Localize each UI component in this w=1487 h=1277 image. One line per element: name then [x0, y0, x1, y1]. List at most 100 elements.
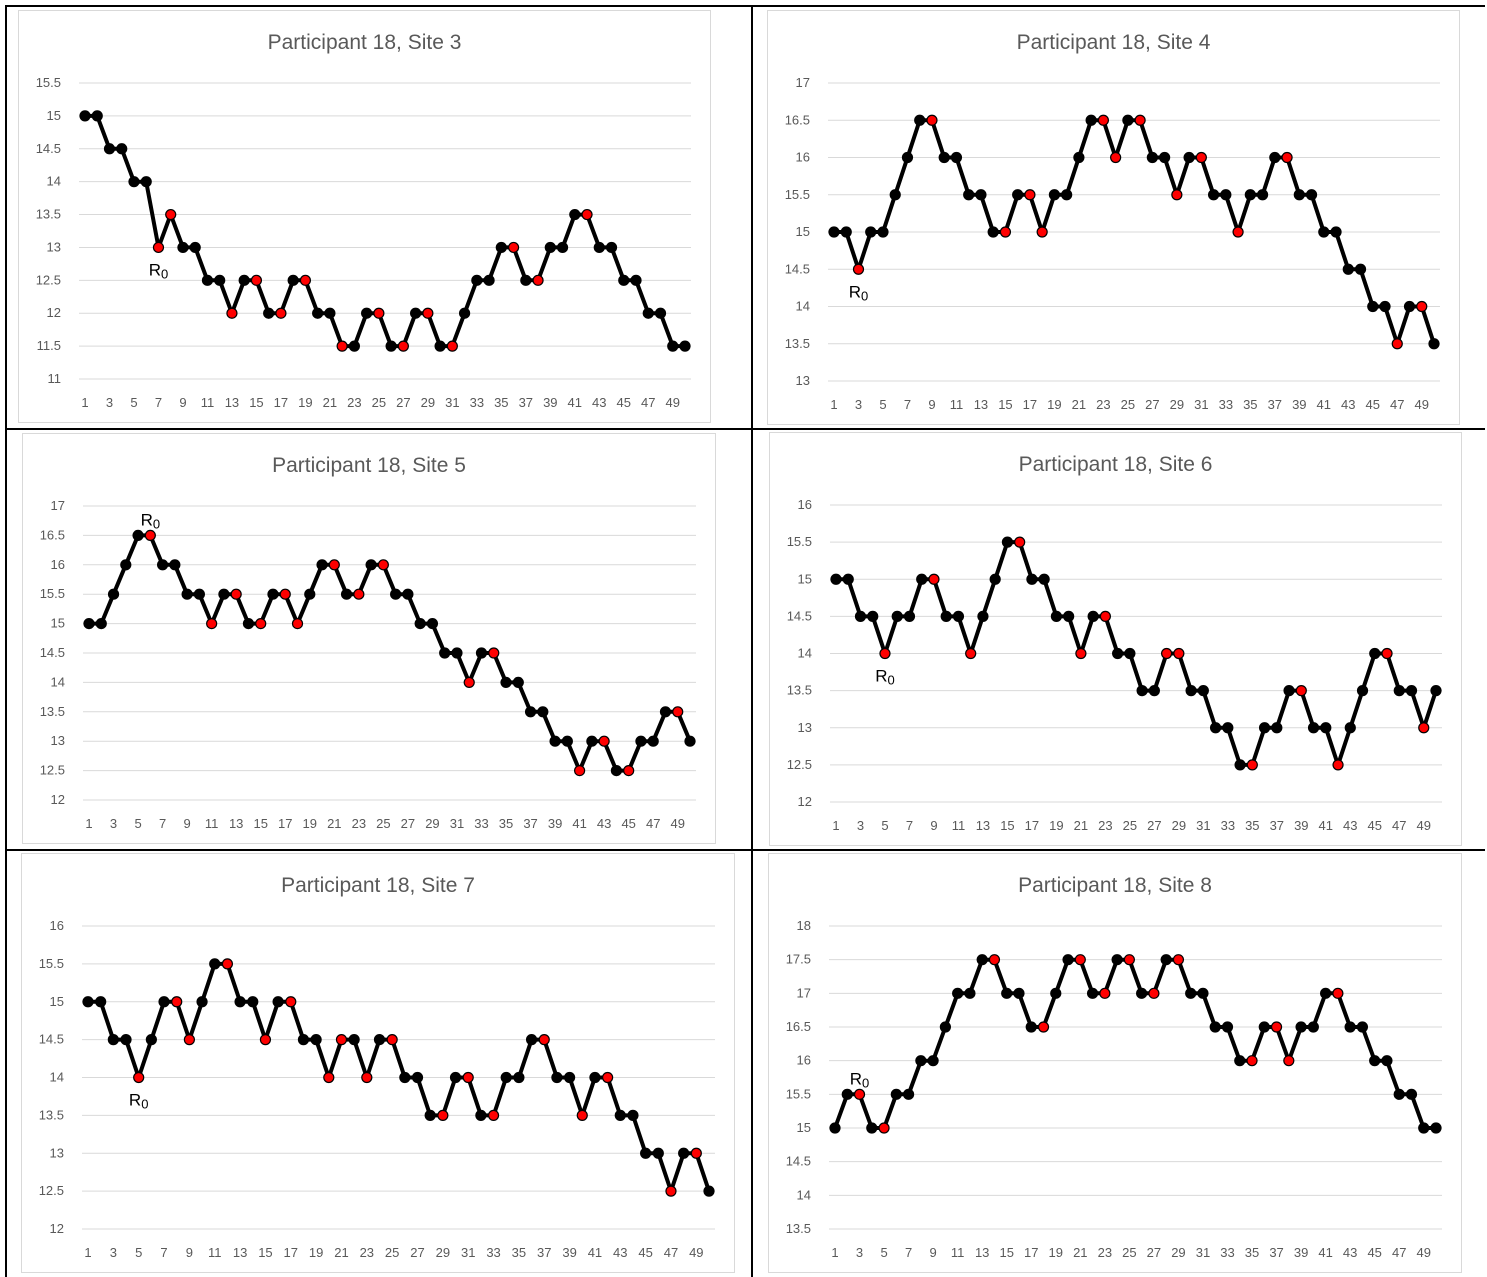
- x-tick-label: 37: [1268, 397, 1282, 412]
- data-point: [95, 618, 107, 630]
- table-border-top: [5, 5, 1485, 7]
- chart-site-3: Participant 18, Site 3 11 11.5 12 12.5 13 13.5…: [18, 10, 711, 423]
- data-point: [1369, 647, 1381, 660]
- data-point: [889, 189, 901, 201]
- reversal-point: [1099, 610, 1111, 622]
- data-point: [132, 529, 144, 542]
- reversal-point: [437, 1109, 449, 1121]
- reversal-point: [665, 1185, 677, 1197]
- table-divider-row2: [5, 849, 1485, 851]
- reversal-point: [1148, 987, 1160, 999]
- data-point: [1283, 685, 1295, 697]
- reversal-point: [852, 263, 865, 275]
- reversal-point: [1074, 954, 1086, 966]
- reversal-point: [1418, 722, 1430, 734]
- data-point: [272, 996, 284, 1008]
- x-tick-label: 47: [1390, 397, 1404, 412]
- x-tick-label: 41: [588, 1245, 602, 1260]
- data-point: [1344, 722, 1356, 734]
- x-tick-label: 3: [857, 818, 864, 833]
- x-tick-label: 31: [1194, 397, 1208, 412]
- x-tick-label: 27: [1145, 397, 1159, 412]
- reversal-point: [230, 588, 242, 600]
- x-tick-label: 23: [1096, 397, 1110, 412]
- x-tick-label: 3: [110, 1245, 117, 1260]
- data-point: [410, 307, 422, 319]
- x-tick-label: 17: [1024, 1245, 1038, 1260]
- reversal-point: [221, 958, 234, 970]
- x-tick-label: 43: [1343, 818, 1357, 833]
- data-point: [684, 735, 696, 747]
- data-point: [1430, 685, 1442, 697]
- y-tick-label: 12: [47, 305, 61, 320]
- data-point: [544, 241, 556, 254]
- data-point: [1063, 610, 1075, 622]
- chart-site-5: Participant 18, Site 5 12 12.5 13 13.5 14 14.5…: [22, 433, 716, 844]
- data-point: [169, 559, 181, 571]
- x-tick-label: 3: [855, 397, 862, 412]
- data-point: [549, 735, 561, 747]
- data-point: [513, 1071, 525, 1084]
- x-tick-label: 37: [537, 1245, 551, 1260]
- x-tick-label: 5: [880, 1245, 887, 1260]
- data-point: [1344, 1021, 1356, 1033]
- reversal-point: [1232, 226, 1244, 238]
- reversal-point: [576, 1109, 588, 1121]
- x-tick-label: 7: [155, 395, 162, 410]
- x-tick-label: 27: [1147, 818, 1161, 833]
- data-point: [304, 588, 316, 600]
- data-point: [1356, 685, 1369, 697]
- data-point: [627, 1109, 639, 1121]
- y-tick-label: 13.5: [39, 1107, 64, 1122]
- x-tick-label: 27: [396, 395, 410, 410]
- data-point: [854, 610, 867, 622]
- data-point: [1012, 189, 1024, 201]
- reversal-point: [532, 274, 544, 286]
- x-tick-label: 15: [999, 1245, 1013, 1260]
- reversal-point: [1075, 647, 1087, 660]
- table-divider-row1: [5, 428, 1485, 430]
- x-tick-label: 49: [1417, 1245, 1431, 1260]
- x-tick-label: 15: [998, 397, 1012, 412]
- reversal-point: [1246, 759, 1258, 771]
- data-point: [1086, 987, 1099, 999]
- data-point: [310, 1034, 322, 1046]
- data-point: [1220, 189, 1232, 201]
- data-point: [91, 110, 103, 122]
- y-tick-label: 16: [798, 497, 812, 512]
- x-tick-label: 39: [1292, 397, 1306, 412]
- data-point: [630, 274, 642, 286]
- data-point: [1209, 1021, 1221, 1033]
- y-tick-label: 12: [50, 1221, 64, 1236]
- y-tick-label: 15: [797, 1120, 811, 1135]
- data-point: [95, 996, 107, 1008]
- data-point: [1038, 573, 1050, 585]
- reversal-point: [602, 1071, 614, 1084]
- y-tick-label: 12.5: [787, 757, 812, 772]
- y-tick-label: 14: [47, 174, 61, 189]
- y-tick-label: 15.5: [785, 187, 810, 202]
- r0-subscript: 0: [862, 1075, 869, 1090]
- chart-title: Participant 18, Site 3: [268, 31, 462, 54]
- data-point: [475, 647, 488, 659]
- reversal-point: [377, 559, 389, 571]
- reversal-point: [1173, 647, 1185, 660]
- data-point: [177, 241, 189, 254]
- x-tick-label: 19: [1049, 818, 1063, 833]
- x-tick-label: 43: [597, 816, 611, 831]
- x-tick-label: 1: [832, 818, 839, 833]
- x-tick-label: 11: [201, 395, 215, 410]
- x-tick-label: 39: [562, 1245, 576, 1260]
- y-tick-label: 13: [798, 720, 812, 735]
- x-tick-label: 1: [84, 1245, 91, 1260]
- x-tick-label: 19: [303, 816, 317, 831]
- reversal-point: [285, 996, 297, 1008]
- data-point: [829, 1122, 841, 1134]
- x-tick-label: 47: [641, 395, 655, 410]
- data-point: [841, 1088, 853, 1100]
- x-tick-label: 21: [1072, 397, 1086, 412]
- reversal-point: [275, 307, 287, 319]
- data-point: [238, 274, 250, 286]
- reversal-point: [1036, 226, 1048, 238]
- data-point: [1405, 685, 1418, 697]
